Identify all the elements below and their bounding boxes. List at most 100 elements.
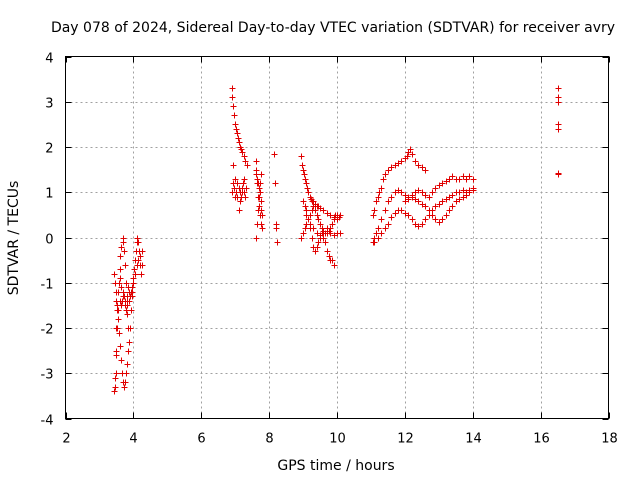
data-point xyxy=(380,176,387,183)
data-point xyxy=(127,325,134,332)
data-point xyxy=(432,216,439,223)
y-tick-label: 0 xyxy=(45,233,53,248)
data-point xyxy=(121,248,128,255)
data-point xyxy=(302,203,309,210)
data-point xyxy=(375,225,382,232)
y-tick-labels: -4 -3 -2 -1 0 1 2 3 4 xyxy=(41,52,54,429)
data-point xyxy=(123,307,130,314)
data-point xyxy=(415,223,422,230)
data-point xyxy=(422,167,429,174)
data-point xyxy=(233,126,240,133)
data-point xyxy=(382,171,389,178)
data-point xyxy=(426,194,433,201)
data-point xyxy=(378,230,385,237)
data-point xyxy=(113,289,120,296)
data-point xyxy=(301,171,308,178)
data-point xyxy=(375,194,382,201)
data-point xyxy=(309,235,316,242)
data-point xyxy=(273,225,280,232)
data-point xyxy=(111,271,118,278)
data-point xyxy=(305,216,312,223)
data-point xyxy=(405,196,412,203)
data-point xyxy=(470,176,477,183)
data-point xyxy=(456,196,463,203)
data-point xyxy=(139,248,146,255)
data-point xyxy=(243,185,250,192)
data-point xyxy=(388,194,395,201)
data-point xyxy=(130,280,137,287)
data-point xyxy=(422,203,429,210)
data-point xyxy=(312,248,319,255)
data-point xyxy=(242,158,249,165)
x-tick-label: 8 xyxy=(265,432,273,447)
data-point xyxy=(409,151,416,158)
data-point xyxy=(314,244,321,251)
data-point xyxy=(312,207,319,214)
x-tick-label: 10 xyxy=(329,432,346,447)
data-point xyxy=(129,289,136,296)
data-point xyxy=(555,170,562,177)
data-point xyxy=(117,253,124,260)
data-point xyxy=(124,361,131,368)
x-axis-label: GPS time / hours xyxy=(277,458,394,474)
data-point xyxy=(415,187,422,194)
data-point xyxy=(398,189,405,196)
data-point xyxy=(449,192,456,199)
data-point xyxy=(466,173,473,180)
data-point xyxy=(432,185,439,192)
data-point xyxy=(123,280,130,287)
data-point xyxy=(314,212,321,219)
data-point xyxy=(460,173,467,180)
data-point xyxy=(300,167,307,174)
data-point xyxy=(443,212,450,219)
data-point xyxy=(126,298,133,305)
data-point xyxy=(124,311,131,318)
data-point xyxy=(310,225,317,232)
data-point xyxy=(134,235,141,242)
data-point xyxy=(253,158,260,165)
data-point xyxy=(304,185,311,192)
data-point xyxy=(456,176,463,183)
data-point xyxy=(118,357,125,364)
data-point xyxy=(382,225,389,232)
data-point xyxy=(388,164,395,171)
data-point xyxy=(274,239,281,246)
data-point xyxy=(375,235,382,242)
data-point xyxy=(407,146,414,153)
data-point xyxy=(235,135,242,142)
x-tick-label: 4 xyxy=(129,432,137,447)
data-point xyxy=(244,162,251,169)
data-point xyxy=(239,149,246,156)
data-point xyxy=(241,153,248,160)
data-point xyxy=(113,298,120,305)
data-point xyxy=(329,257,336,264)
data-point xyxy=(409,216,416,223)
data-point xyxy=(134,262,141,269)
data-point xyxy=(419,221,426,228)
data-point xyxy=(331,262,338,269)
data-point xyxy=(436,219,443,226)
data-point xyxy=(259,225,266,232)
data-point xyxy=(439,180,446,187)
data-point xyxy=(371,207,378,214)
data-point xyxy=(415,198,422,205)
data-point xyxy=(116,330,123,337)
data-point xyxy=(466,189,473,196)
data-point xyxy=(131,266,138,273)
x-tick-label: 18 xyxy=(601,432,618,447)
data-point xyxy=(322,239,329,246)
data-point xyxy=(422,216,429,223)
data-point xyxy=(385,198,392,205)
data-point xyxy=(432,203,439,210)
data-point xyxy=(385,221,392,228)
data-points xyxy=(111,85,562,395)
data-point xyxy=(449,173,456,180)
x-tick-label: 14 xyxy=(465,432,482,447)
data-point xyxy=(446,176,453,183)
y-tick-label: -3 xyxy=(41,368,54,383)
data-point xyxy=(300,198,307,205)
data-point xyxy=(415,162,422,169)
data-point xyxy=(302,176,309,183)
data-point xyxy=(238,146,245,153)
